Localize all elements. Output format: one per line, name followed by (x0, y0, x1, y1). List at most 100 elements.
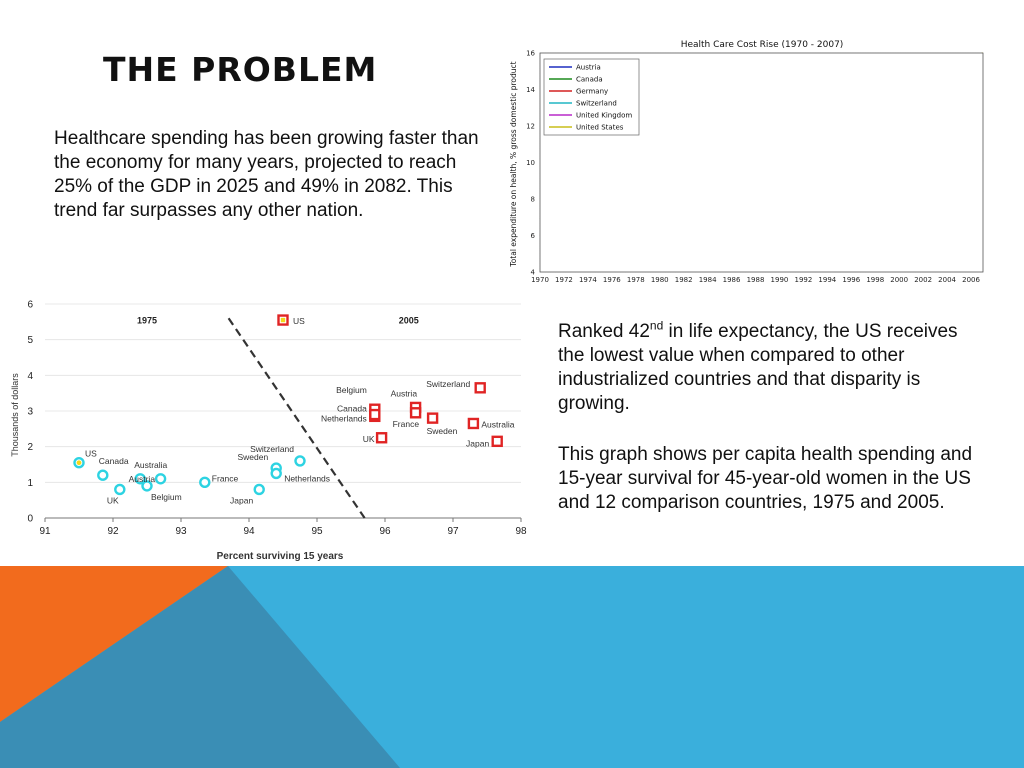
y-tick-label: 1 (27, 478, 33, 489)
x-tick-label: 1990 (771, 276, 789, 284)
point-label: Belgium (151, 492, 182, 502)
point-label: Netherlands (284, 473, 330, 483)
y-axis-label: Thousands of dollars (10, 373, 20, 457)
x-tick-label: 1982 (675, 276, 693, 284)
point-label: Japan (466, 438, 489, 448)
x-tick-label: 1994 (818, 276, 836, 284)
point-label: Sweden (237, 452, 268, 462)
point-1975-netherlands (270, 467, 282, 480)
x-tick-label: 2002 (914, 276, 932, 284)
y-tick-label: 16 (526, 50, 535, 58)
x-tick-label: 2000 (890, 276, 908, 284)
point-2005-australia (467, 417, 480, 430)
point-label: UK (107, 495, 119, 505)
point-label: Belgium (336, 385, 367, 395)
y-tick-label: 3 (27, 407, 33, 418)
survival-scatter-chart: Thousands of dollars Percent surviving 1… (10, 296, 527, 562)
point-1975-france (199, 476, 211, 489)
point-1975-austria (154, 473, 167, 485)
point-1975-switzerland (294, 455, 306, 467)
y-tick-label: 6 (27, 300, 33, 311)
legend-label: United States (576, 124, 624, 132)
point-2005-japan (491, 435, 503, 448)
y-tick-label: 8 (531, 196, 535, 204)
x-tick-label: 1976 (603, 276, 621, 284)
point-label: Switzerland (426, 379, 470, 389)
point-1975-australia (134, 473, 146, 485)
y-tick-label: 4 (27, 371, 33, 382)
point-label: France (393, 419, 420, 429)
period-label-1975: 1975 (137, 316, 157, 326)
point-2005-netherlands (369, 408, 381, 421)
point-label: Sweden (427, 426, 458, 436)
point-label: Japan (230, 495, 253, 505)
x-tick-label: 97 (447, 526, 459, 537)
point-label: Austria (391, 388, 418, 398)
x-tick-label: 1986 (723, 276, 741, 284)
y-tick-label: 12 (526, 123, 535, 131)
point-label: Netherlands (321, 414, 367, 424)
x-tick-label: 1974 (579, 276, 597, 284)
spending-paragraph: Healthcare spending has been growing fas… (54, 128, 479, 221)
legend-label: Canada (576, 76, 603, 84)
x-tick-label: 2004 (938, 276, 956, 284)
point-label: UK (363, 434, 375, 444)
y-tick-label: 6 (531, 232, 536, 240)
x-tick-label: 96 (379, 526, 391, 537)
legend-label: Switzerland (576, 100, 617, 108)
y-tick-label: 0 (27, 514, 33, 525)
chart-title: Health Care Cost Rise (1970 - 2007) (681, 40, 844, 50)
rank-suffix: nd (649, 318, 664, 333)
x-tick-label: 1998 (866, 276, 884, 284)
y-tick-label: 14 (526, 86, 535, 94)
life-expectancy-paragraph: Ranked 42nd in life expectancy, the US r… (558, 320, 978, 416)
legend-label: United Kingdom (576, 112, 632, 120)
point-label: Australia (481, 419, 514, 429)
point-label: Canada (99, 456, 129, 466)
x-tick-label: 1992 (794, 276, 812, 284)
period-label-2005: 2005 (399, 316, 419, 326)
point-label: Switzerland (250, 444, 294, 454)
point-2005-sweden (426, 412, 439, 424)
period-divider-line (227, 317, 366, 519)
x-tick-label: 91 (39, 526, 51, 537)
x-tick-label: 98 (515, 526, 527, 537)
x-tick-label: 1972 (555, 276, 573, 284)
highlight-dot (280, 317, 286, 323)
legend-label: Austria (576, 64, 601, 72)
x-tick-label: 1980 (651, 276, 669, 284)
point-label: US (293, 316, 305, 326)
x-tick-label: 1978 (627, 276, 645, 284)
point-1975-belgium (141, 480, 153, 492)
x-tick-label: 95 (311, 526, 323, 537)
x-tick-label: 1996 (842, 276, 860, 284)
highlight-dot (76, 460, 82, 466)
y-tick-label: 5 (27, 335, 33, 346)
graph-description-paragraph: This graph shows per capita health spend… (558, 444, 973, 513)
x-axis-label: Percent surviving 15 years (217, 551, 344, 562)
point-1975-uk (114, 483, 126, 496)
legend-label: Germany (576, 88, 608, 96)
plot-background (45, 296, 521, 518)
y-tick-label: 10 (526, 159, 535, 167)
x-tick-label: 1984 (699, 276, 717, 284)
rank-text-rest: in life expectancy, the US receives the … (558, 321, 958, 414)
point-label: France (212, 473, 239, 483)
y-axis-label: Total expenditure on health, % gross dom… (509, 61, 518, 267)
y-tick-label: 4 (531, 269, 536, 277)
slide-title: THE PROBLEM (103, 50, 378, 89)
x-tick-label: 1988 (747, 276, 765, 284)
legend-box (543, 58, 640, 136)
x-tick-label: 92 (107, 526, 119, 537)
point-label: US (85, 449, 97, 459)
x-tick-label: 94 (243, 526, 255, 537)
rank-text: Ranked 42 (558, 321, 650, 342)
point-label: Canada (337, 403, 367, 413)
point-2005-uk (375, 432, 388, 444)
point-label: Austria (129, 474, 156, 484)
point-1975-japan (253, 483, 265, 496)
x-tick-label: 1970 (531, 276, 549, 284)
y-tick-label: 2 (27, 442, 33, 453)
point-2005-france (409, 407, 422, 419)
